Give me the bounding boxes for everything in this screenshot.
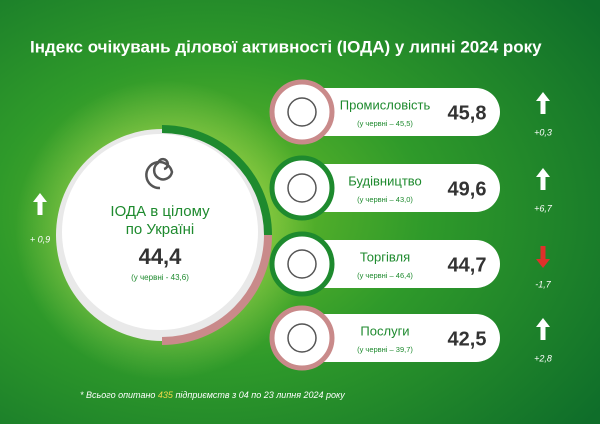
overall-label: по Україні	[126, 221, 195, 238]
card	[285, 240, 500, 288]
overall-circle: ІОДА в цілому по Україні 44,4 (у червні …	[56, 125, 272, 345]
sector-name: Будівництво	[348, 173, 422, 188]
sector-card: Промисловість (у червні – 45,5) 45,8 +0,3	[269, 79, 552, 145]
overall-previous: (у червні - 43,6)	[131, 273, 189, 282]
sector-name: Торгівля	[360, 249, 410, 264]
sector-value: 42,5	[448, 328, 487, 350]
footnote-text: підприємств з 04 по 23 липня 2024 року	[173, 390, 345, 400]
sector-value: 49,6	[448, 178, 487, 200]
overall-label: ІОДА в цілому	[110, 203, 210, 220]
title: Індекс очікувань ділової активності (ІОД…	[30, 37, 542, 56]
sector-previous: (у червні – 46,4)	[357, 271, 413, 280]
sector-change: +6,7	[534, 203, 553, 213]
card	[285, 314, 500, 362]
sector-card: Послуги (у червні – 39,7) 42,5 +2,8	[269, 305, 552, 371]
footnote: * Всього опитано 435 підприємств з 04 по…	[80, 390, 345, 400]
icon	[287, 97, 317, 127]
overall-change: + 0,9	[30, 234, 50, 244]
icon	[287, 249, 317, 279]
sector-name: Послуги	[360, 323, 409, 338]
card	[285, 164, 500, 212]
sector-name: Промисловість	[340, 97, 431, 112]
sector-previous: (у червні – 45,5)	[357, 119, 413, 128]
footnote-count: 435	[158, 390, 174, 400]
arrow	[536, 92, 550, 114]
sector-previous: (у червні – 43,0)	[357, 195, 413, 204]
icon-ring	[269, 231, 335, 297]
card	[285, 88, 500, 136]
footnote-text: * Всього опитано	[80, 390, 158, 400]
sector-value: 44,7	[448, 254, 487, 276]
sector-change: +0,3	[534, 127, 552, 137]
arrow	[536, 246, 550, 268]
icon-ring	[269, 305, 335, 371]
icon-ring	[269, 79, 335, 145]
arrow	[536, 318, 550, 340]
sector-card: Будівництво (у червні – 43,0) 49,6 +6,7	[269, 155, 553, 221]
overall-value: 44,4	[139, 244, 183, 269]
icon-ring	[269, 155, 335, 221]
sector-value: 45,8	[448, 102, 487, 124]
sector-card: Торгівля (у червні – 46,4) 44,7 -1,7	[269, 231, 552, 297]
sector-change: +2,8	[534, 353, 552, 363]
sector-previous: (у червні – 39,7)	[357, 345, 413, 354]
icon	[287, 323, 317, 353]
arrow	[33, 193, 47, 215]
change-arrow	[33, 193, 47, 215]
icon	[287, 173, 317, 203]
sector-change: -1,7	[535, 279, 552, 289]
arrow	[536, 168, 550, 190]
